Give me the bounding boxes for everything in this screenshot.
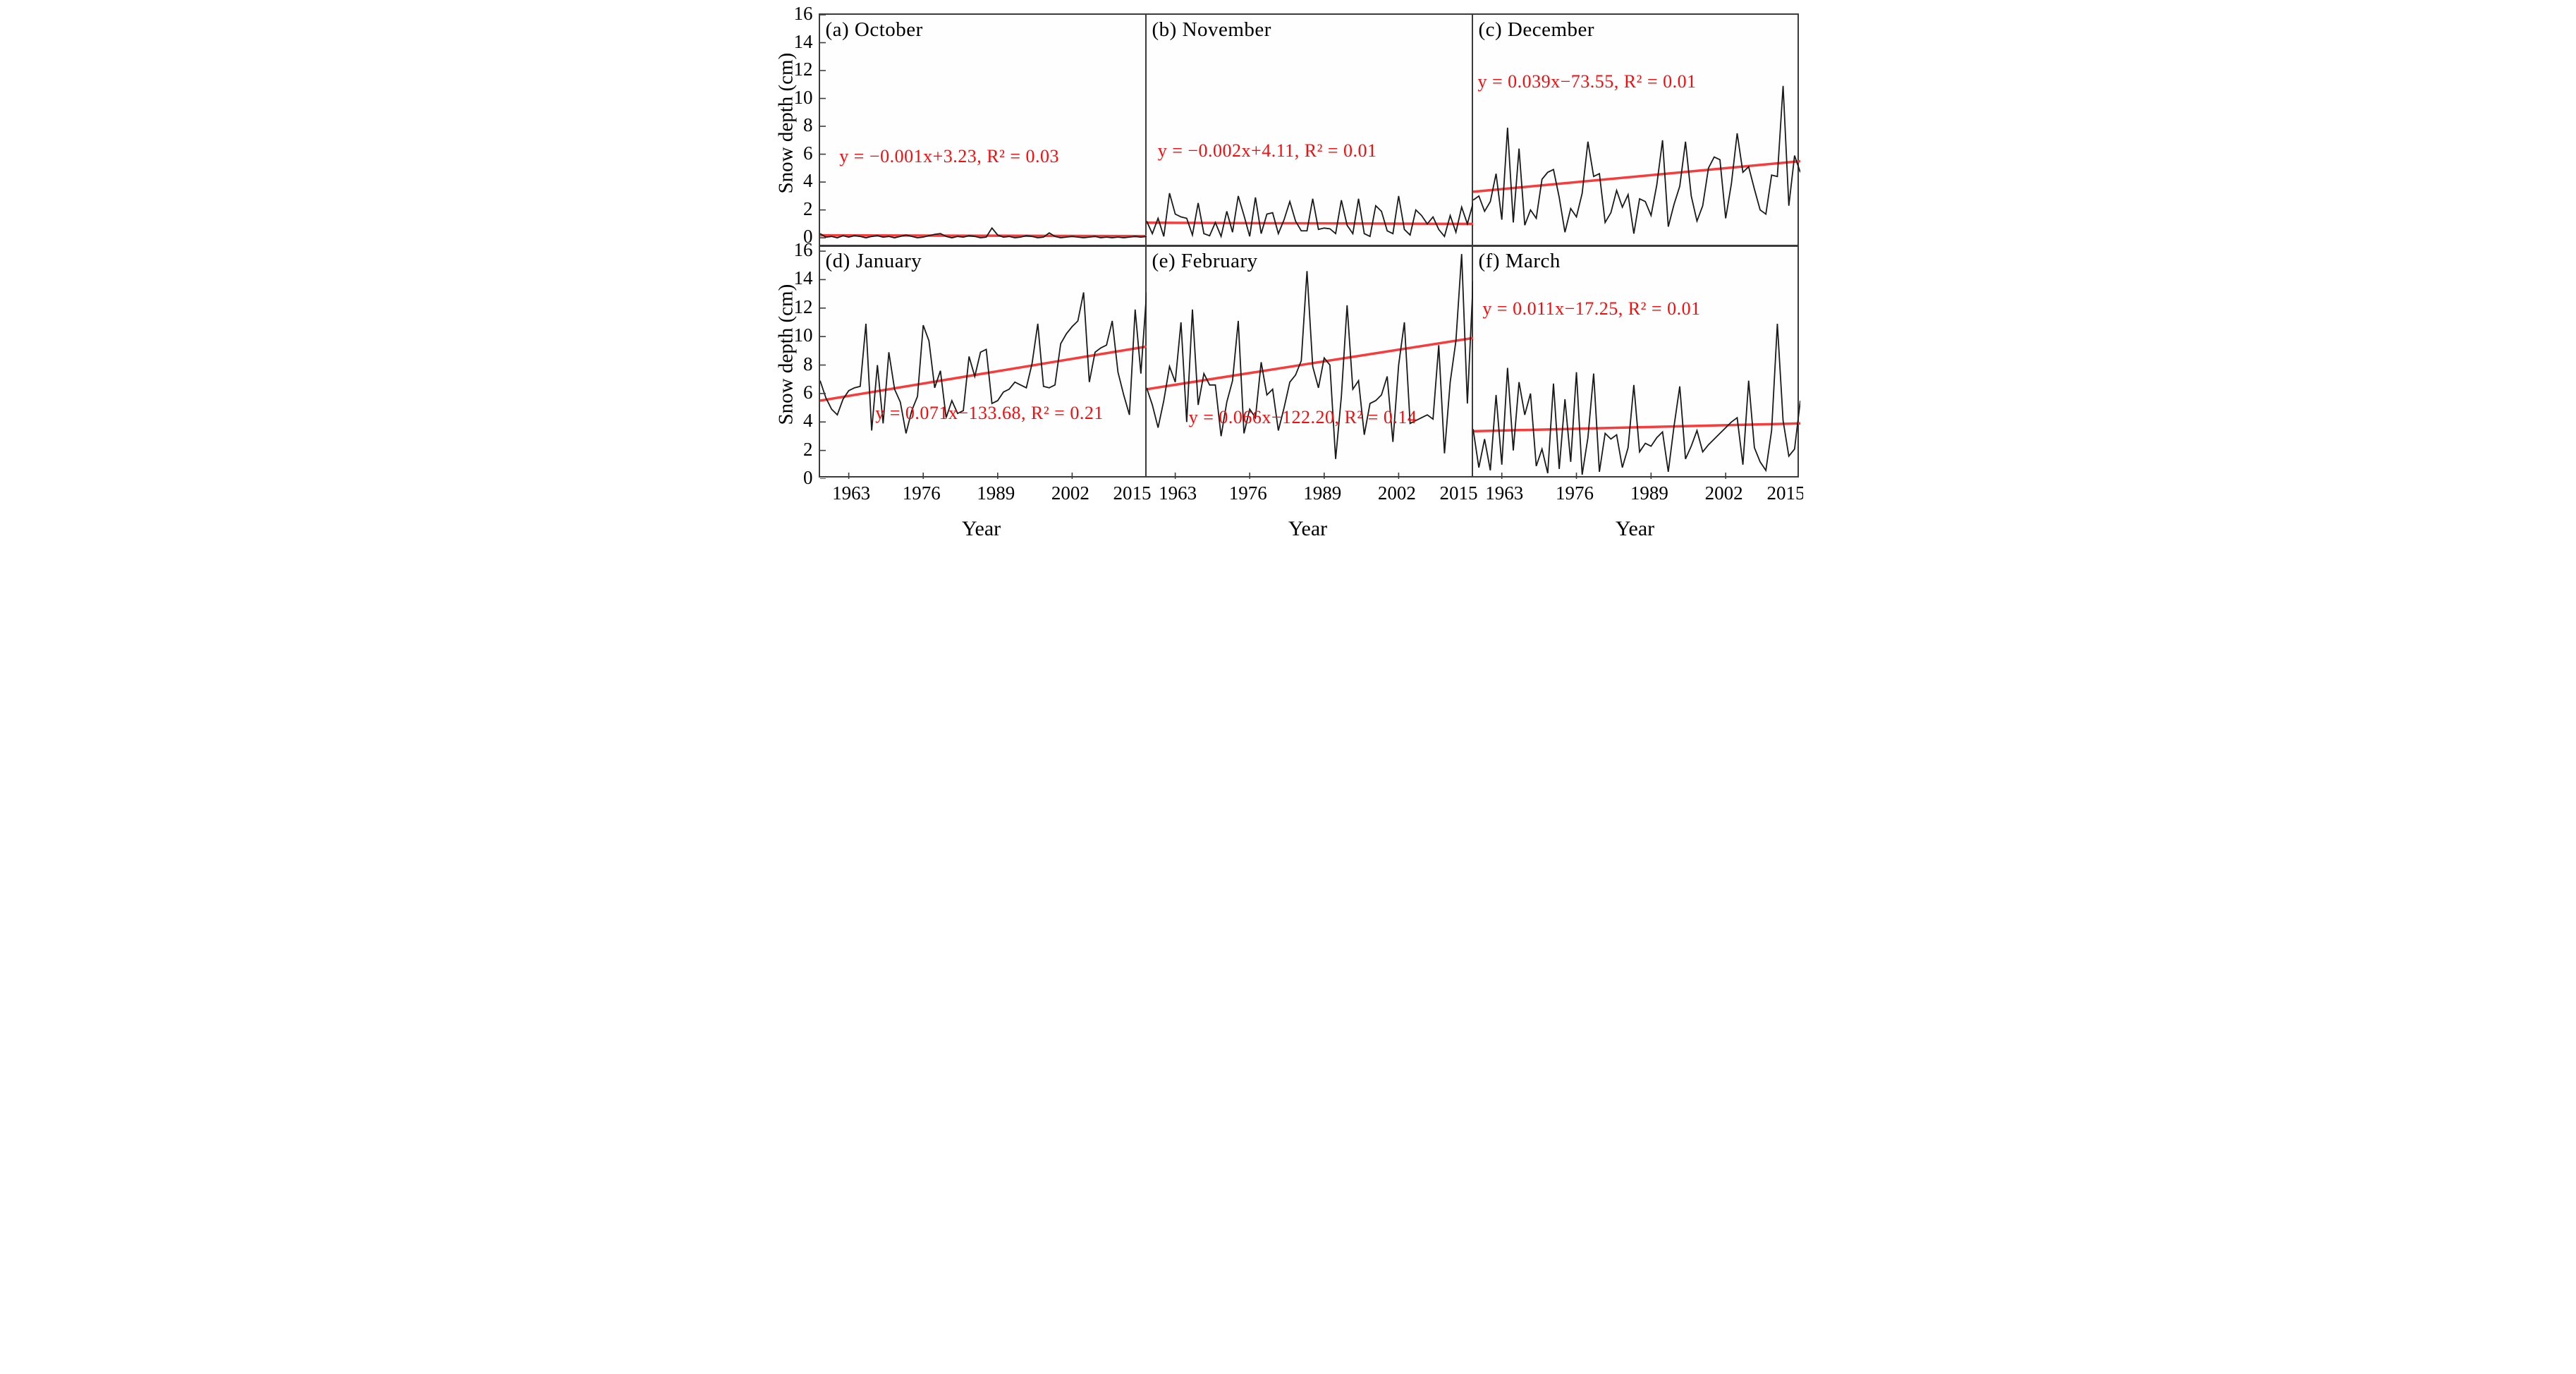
panel-divider-horizontal bbox=[819, 245, 1797, 247]
y-tick-label: 8 bbox=[803, 114, 813, 136]
y-tick-label: 16 bbox=[793, 3, 813, 24]
y-tick-label: 16 bbox=[793, 239, 813, 261]
y-tick-label: 10 bbox=[793, 324, 813, 346]
x-tick-label: 1989 bbox=[1630, 482, 1668, 504]
y-tick-label: 8 bbox=[803, 353, 813, 375]
panel-title: (a) October bbox=[825, 18, 923, 41]
panel-november: (b) November y = −0.002x+4.11, R² = 0.01 bbox=[1146, 15, 1473, 246]
y-tick-label: 4 bbox=[803, 410, 813, 432]
panel-march: (f) March y = 0.011x−17.25, R² = 0.01 bbox=[1472, 246, 1800, 479]
x-axis-title-right: Year bbox=[1615, 517, 1655, 540]
december-plot bbox=[1472, 85, 1800, 234]
panel-title: (f) March bbox=[1478, 250, 1561, 272]
x-tick-label: 1976 bbox=[1228, 482, 1267, 504]
x-tick-label: 1989 bbox=[977, 482, 1015, 504]
y-tick-label: 6 bbox=[803, 381, 813, 403]
panel-january: (d) January y = 0.071x−133.68, R² = 0.21 bbox=[819, 246, 1147, 479]
x-tick-label: 1976 bbox=[1556, 482, 1594, 504]
x-tick-label: 1989 bbox=[1303, 482, 1342, 504]
y-tick-label: 2 bbox=[803, 197, 813, 219]
november-plot bbox=[1146, 193, 1473, 239]
panel-title: (b) November bbox=[1152, 18, 1271, 41]
regression-equation: y = −0.002x+4.11, R² = 0.01 bbox=[1157, 140, 1377, 161]
march-plot bbox=[1472, 323, 1800, 479]
y-tick-label: 0 bbox=[803, 467, 813, 488]
plot-area: (a) October y = −0.001x+3.23, R² = 0.03 … bbox=[818, 13, 1800, 479]
x-axis-title-left: Year bbox=[961, 517, 1001, 540]
panel-february: (e) February y = 0.066x−122.20, R² = 0.1… bbox=[1146, 246, 1473, 479]
february-plot bbox=[1146, 254, 1473, 479]
x-tick-label: 2002 bbox=[1051, 482, 1089, 504]
january-plot bbox=[819, 250, 1147, 479]
panel-title: (e) February bbox=[1152, 250, 1258, 272]
regression-equation: y = 0.011x−17.25, R² = 0.01 bbox=[1482, 298, 1701, 319]
x-tick-label: 2015 bbox=[1439, 482, 1478, 504]
regression-equation: y = 0.071x−133.68, R² = 0.21 bbox=[875, 403, 1104, 423]
x-tick-label: 2015 bbox=[1766, 482, 1803, 504]
y-tick-label: 12 bbox=[793, 296, 813, 317]
panel-october: (a) October y = −0.001x+3.23, R² = 0.03 bbox=[819, 15, 1147, 246]
figure-canvas: Snow depth (cm) Snow depth (cm) 16 14 12 10… bbox=[773, 0, 1803, 550]
y-tick-label: 4 bbox=[803, 170, 813, 192]
x-tick-label: 2002 bbox=[1377, 482, 1416, 504]
y-tick-label: 10 bbox=[793, 86, 813, 108]
x-tick-label: 1963 bbox=[832, 482, 871, 504]
regression-equation: y = −0.001x+3.23, R² = 0.03 bbox=[839, 146, 1060, 166]
x-axis-title-center: Year bbox=[1288, 517, 1328, 540]
y-tick-label: 14 bbox=[793, 267, 813, 289]
x-tick-label: 1976 bbox=[902, 482, 941, 504]
x-tick-label: 1963 bbox=[1159, 482, 1197, 504]
panel-title: (d) January bbox=[825, 250, 922, 272]
x-tick-label: 2015 bbox=[1113, 482, 1152, 504]
x-tick-label: 1963 bbox=[1485, 482, 1524, 504]
y-tick-label: 6 bbox=[803, 142, 813, 164]
october-plot bbox=[819, 15, 1147, 239]
y-tick-label: 2 bbox=[803, 438, 813, 460]
regression-equation: y = 0.039x−73.55, R² = 0.01 bbox=[1477, 71, 1697, 92]
y-tick-label: 12 bbox=[793, 59, 813, 80]
regression-equation: y = 0.066x−122.20, R² = 0.14 bbox=[1188, 407, 1417, 427]
panel-december: (c) December y = 0.039x−73.55, R² = 0.01 bbox=[1472, 15, 1800, 246]
x-tick-label: 2002 bbox=[1704, 482, 1743, 504]
y-tick-label: 14 bbox=[793, 30, 813, 52]
y-tick-label: 0 bbox=[803, 226, 813, 248]
panel-title: (c) December bbox=[1478, 18, 1595, 41]
